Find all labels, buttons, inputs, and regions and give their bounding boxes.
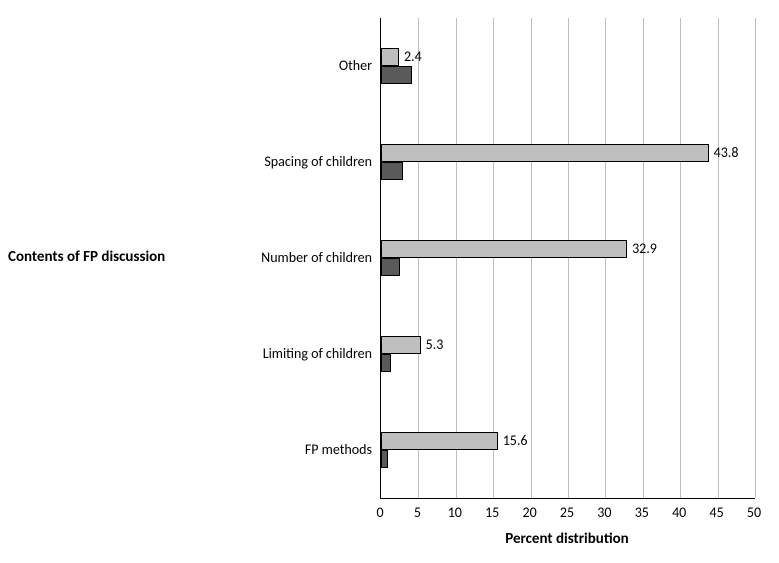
x-axis-title: Percent distribution [380, 530, 754, 548]
category-label: FP methods [305, 441, 372, 458]
value-label: 43.8 [714, 144, 739, 161]
x-tick-label: 35 [627, 504, 657, 521]
x-tick-label: 10 [440, 504, 470, 521]
category-label: Other [339, 57, 372, 74]
gridline [418, 18, 419, 498]
x-tick-label: 20 [515, 504, 545, 521]
gridline [493, 18, 494, 498]
category-label: Limiting of children [263, 345, 372, 362]
x-tick-label: 15 [477, 504, 507, 521]
x-tick-label: 50 [739, 504, 769, 521]
gridline [605, 18, 606, 498]
plot-area [380, 18, 755, 499]
value-label: 15.6 [503, 432, 528, 449]
bar [381, 258, 400, 276]
x-tick-label: 40 [664, 504, 694, 521]
bar [381, 48, 399, 66]
gridline [531, 18, 532, 498]
bar [381, 450, 388, 468]
value-label: 2.4 [404, 48, 422, 65]
gridline [643, 18, 644, 498]
bar [381, 66, 412, 84]
bar [381, 162, 403, 180]
gridline [755, 18, 756, 498]
category-label: Spacing of children [264, 153, 372, 170]
bar [381, 240, 627, 258]
x-tick-label: 45 [702, 504, 732, 521]
gridline [456, 18, 457, 498]
x-tick-label: 0 [365, 504, 395, 521]
chart-container: Contents of FP discussion Percent distri… [0, 0, 779, 563]
category-label: Number of children [261, 249, 372, 266]
y-axis-title: Contents of FP discussion [8, 248, 188, 266]
x-tick-label: 5 [402, 504, 432, 521]
gridline [718, 18, 719, 498]
bar [381, 336, 421, 354]
bar [381, 144, 709, 162]
value-label: 5.3 [426, 336, 444, 353]
x-tick-label: 30 [589, 504, 619, 521]
gridline [568, 18, 569, 498]
x-tick-label: 25 [552, 504, 582, 521]
value-label: 32.9 [632, 240, 657, 257]
bar [381, 354, 391, 372]
bar [381, 432, 498, 450]
gridline [680, 18, 681, 498]
